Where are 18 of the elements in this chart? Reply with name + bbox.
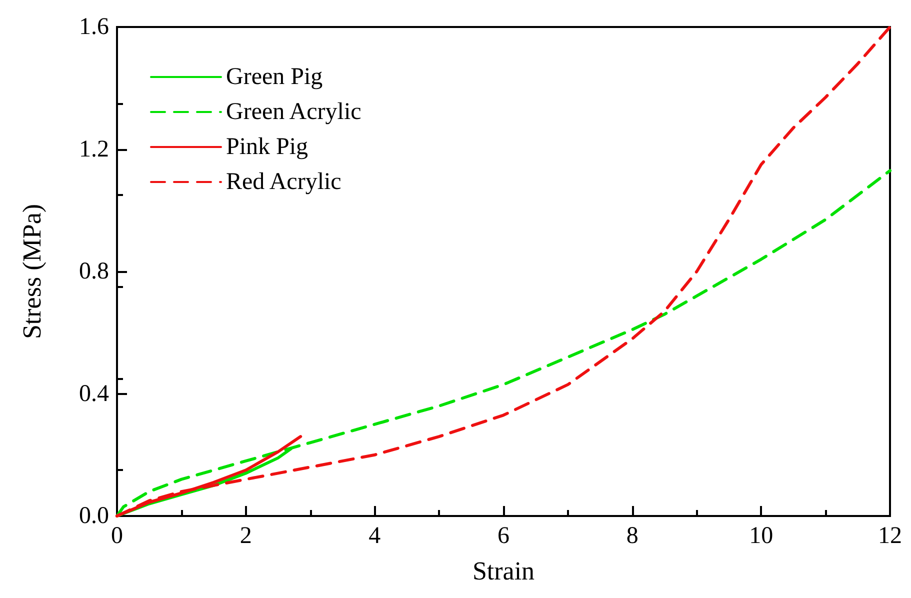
y-tick-label: 0.0	[79, 503, 109, 529]
y-tick-label: 0.8	[79, 258, 109, 284]
legend-label: Red Acrylic	[226, 169, 342, 195]
legend-label: Pink Pig	[226, 134, 308, 160]
y-axis-title: Stress (MPa)	[18, 204, 46, 340]
y-tick-label: 1.6	[79, 14, 109, 40]
x-tick-label: 4	[368, 523, 381, 549]
legend-label: Green Pig	[226, 64, 323, 90]
x-tick-label: 0	[111, 523, 123, 549]
y-tick-label: 1.2	[79, 136, 109, 162]
x-tick-label: 8	[626, 523, 638, 549]
x-tick-label: 12	[878, 523, 902, 549]
x-tick-label: 10	[749, 523, 774, 549]
y-tick-label: 0.4	[79, 380, 109, 407]
x-axis-title: Strain	[472, 556, 535, 586]
x-tick-label: 6	[498, 523, 510, 549]
x-tick-label: 2	[240, 523, 252, 549]
legend-label: Green Acrylic	[226, 99, 362, 125]
